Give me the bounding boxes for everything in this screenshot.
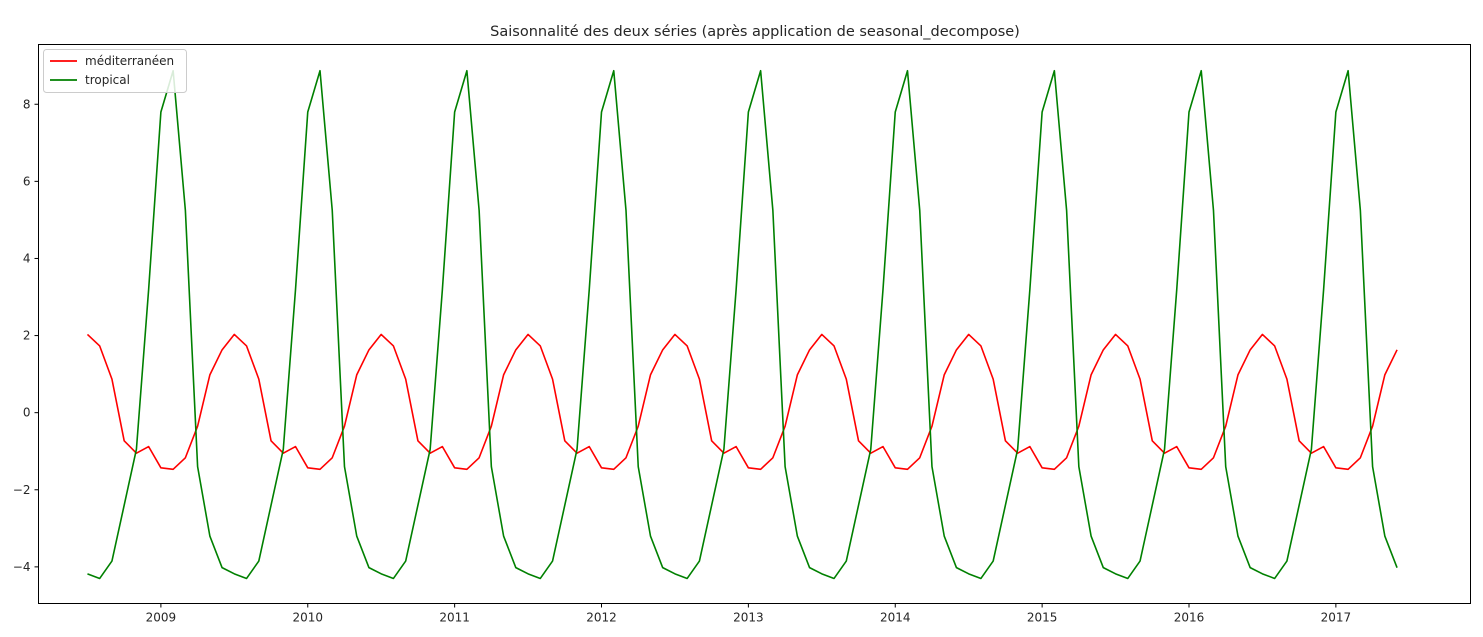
legend-box (43, 49, 187, 93)
legend-label-mediterraneen: méditerranéen (85, 54, 174, 68)
x-tick-label: 2013 (733, 611, 764, 625)
x-tick-label: 2014 (880, 611, 911, 625)
x-tick-label: 2012 (586, 611, 617, 625)
x-tick-label: 2017 (1321, 611, 1352, 625)
series-line-mediterraneen (86, 333, 1398, 471)
chart-title: Saisonnalité des deux séries (après appl… (490, 24, 1020, 40)
y-tick-label: 0 (23, 406, 31, 420)
y-tick-label: −4 (13, 560, 31, 574)
legend-label-tropical: tropical (85, 73, 130, 87)
legend: méditerranéen tropical (43, 49, 187, 93)
y-tick-label: 2 (23, 329, 31, 343)
x-tick-label: 2011 (439, 611, 470, 625)
y-tick-label: 4 (23, 251, 31, 265)
x-axis: 2009 2010 2011 2012 2013 2014 2015 2016 2017 (146, 603, 1352, 625)
y-tick-label: −2 (13, 483, 31, 497)
y-tick-label: 6 (23, 174, 31, 188)
x-tick-label: 2015 (1027, 611, 1058, 625)
plot-frame (38, 44, 1471, 604)
x-tick-label: 2016 (1174, 611, 1205, 625)
y-tick-label: 8 (23, 97, 31, 111)
x-tick-label: 2009 (146, 611, 177, 625)
series-layer (86, 69, 1398, 580)
series-line-tropical (87, 69, 1398, 580)
y-axis: −4 −2 0 2 4 6 8 (13, 97, 39, 574)
x-tick-label: 2010 (292, 611, 323, 625)
